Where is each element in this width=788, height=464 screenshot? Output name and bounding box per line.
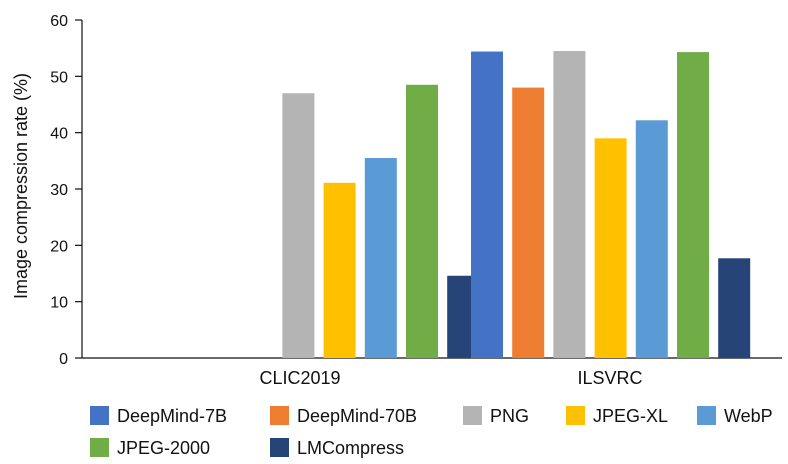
bar-png-clic2019	[282, 93, 315, 358]
legend-label: JPEG-2000	[117, 438, 210, 458]
bar-deepmind-7b-ilsvrc	[471, 51, 503, 359]
bar-deepmind-70b-ilsvrc	[512, 87, 545, 358]
legend-label: DeepMind-7B	[117, 406, 227, 426]
bar-webp-clic2019	[364, 158, 397, 358]
x-category-label: CLIC2019	[259, 368, 340, 388]
legend-item: DeepMind-70B	[270, 406, 417, 426]
bar-webp-ilsvrc	[635, 120, 668, 358]
x-category-label: ILSVRC	[577, 368, 642, 388]
legend-label: LMCompress	[297, 438, 404, 458]
y-tick-label: 20	[50, 238, 68, 255]
bar-jpeg-2000-ilsvrc	[677, 52, 709, 359]
bar-jpeg-2000-clic2019	[406, 84, 438, 359]
legend-item: LMCompress	[270, 438, 404, 458]
bar-jpeg-xl-clic2019	[323, 182, 356, 358]
legend-item: DeepMind-7B	[90, 406, 227, 426]
y-tick-label: 0	[59, 351, 68, 368]
legend-swatch	[270, 406, 289, 425]
y-tick-label: 50	[50, 69, 68, 86]
y-axis-title: Image compression rate (%)	[11, 73, 31, 299]
legend-item: JPEG-XL	[566, 406, 668, 426]
legend-swatch	[90, 406, 109, 425]
y-tick-label: 30	[50, 182, 68, 199]
legend-swatch	[566, 406, 585, 425]
bar-lmcompress-ilsvrc	[718, 258, 751, 358]
legend: DeepMind-7B DeepMind-70B PNG JPEG-XL WebP JPE…	[90, 406, 773, 458]
y-axis: 0 10 20 30 40 50 60	[50, 13, 83, 368]
y-tick-label: 40	[50, 126, 68, 143]
bars	[282, 50, 751, 359]
legend-label: WebP	[724, 406, 773, 426]
bar-jpeg-xl-ilsvrc	[594, 138, 627, 358]
legend-item: PNG	[463, 406, 529, 426]
legend-label: JPEG-XL	[593, 406, 668, 426]
legend-swatch	[463, 406, 482, 425]
legend-swatch	[270, 438, 289, 457]
y-tick-label: 10	[50, 295, 68, 312]
legend-label: DeepMind-70B	[297, 406, 417, 426]
legend-swatch	[90, 438, 109, 457]
category-labels: CLIC2019 ILSVRC	[259, 368, 642, 388]
legend-item: WebP	[697, 406, 773, 426]
legend-label: PNG	[490, 406, 529, 426]
bar-png-ilsvrc	[553, 50, 586, 358]
y-tick-label: 60	[50, 13, 68, 30]
legend-item: JPEG-2000	[90, 438, 210, 458]
legend-swatch	[697, 406, 716, 425]
